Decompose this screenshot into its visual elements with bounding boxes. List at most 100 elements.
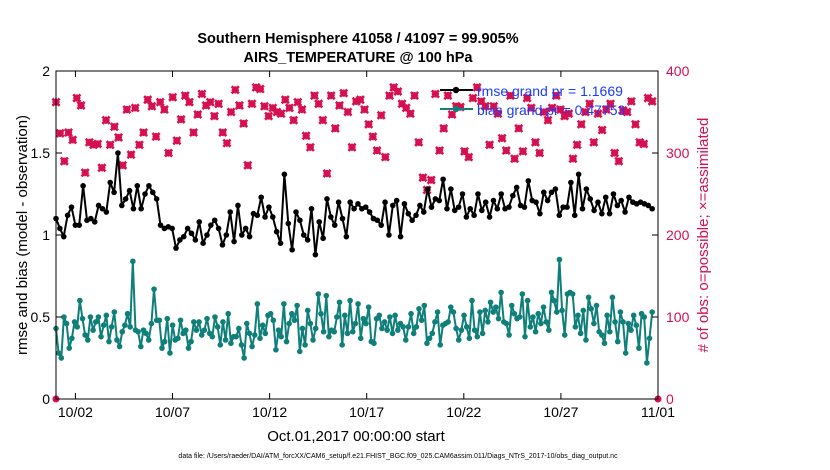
bias-point [466,335,473,342]
bias-point [286,320,292,327]
bias-point [588,306,595,312]
bias-point [548,289,555,296]
rmse-point [459,191,466,197]
assimilated-marker [176,114,186,124]
assimilated-marker [151,132,161,142]
bias-point [609,294,616,301]
bias-point [92,319,99,325]
bias-point [352,320,359,327]
rmse-point [122,196,129,202]
bias-point [130,258,136,265]
bias-point [233,333,239,340]
assimilated-marker [547,103,557,113]
rmse-point [289,246,295,253]
rmse-point [103,209,110,215]
assimilated-marker [439,123,449,133]
bias-point [143,330,149,337]
rmse-point [494,205,501,212]
bias-point [193,327,200,333]
assimilated-marker [255,84,265,94]
rmse-point [68,204,75,210]
bias-point [381,319,388,325]
bias-point [251,332,258,338]
rmse-point [91,219,98,225]
bias-point [532,328,539,335]
assimilated-marker [443,91,453,101]
rmse-point [544,197,551,204]
bias-point [365,304,372,310]
assimilated-marker [164,148,174,158]
assimilated-marker [564,109,574,119]
rmse-point [533,199,539,205]
assimilated-marker [514,123,524,133]
rmse-point [424,186,431,192]
y-axis-label-right: # of obs: o=possible; ×=assimilated [695,118,712,353]
assimilated-marker [139,127,149,138]
bias-point [344,330,351,337]
bias-point [114,337,120,343]
bias-point [612,319,618,325]
bias-point [577,330,584,337]
rmse-point [64,212,71,219]
bias-point [71,319,78,325]
bias-point [646,335,653,342]
y-tick-label-right: 200 [666,227,690,243]
rmse-point [211,217,218,224]
bias-point [379,325,385,332]
assimilated-marker [72,93,82,103]
bias-point [389,330,396,337]
bias-point [363,320,369,327]
y-tick-label-right: 400 [666,63,690,79]
rmse-point [591,207,597,214]
bias-point [349,328,356,335]
rmse-point [471,212,477,219]
bias-point [540,304,547,310]
assimilated-marker [159,105,169,115]
bias-point [402,337,409,343]
bias-point [498,289,504,296]
bias-point [511,310,518,317]
assimilated-marker [626,96,636,106]
assimilated-marker [405,109,415,119]
bias-point [249,343,255,350]
rmse-point [413,212,419,219]
assimilated-marker [218,127,228,138]
assimilated-marker [376,110,386,120]
bias-point [546,327,552,333]
assimilated-marker [93,139,103,149]
rmse-point [285,220,292,227]
rmse-point [88,215,94,222]
bias-point [228,340,234,347]
legend-rmse-label: rmse grand pr = 1.1669 [477,83,623,99]
assimilated-marker [122,105,132,115]
bias-point [275,327,282,333]
bias-point [458,327,465,333]
bias-point [222,337,229,343]
assimilated-marker [622,107,632,117]
bias-point [437,342,444,348]
rmse-point [149,189,156,196]
bias-point [559,307,565,314]
assimilated-marker [284,103,294,113]
bias-point [387,314,393,320]
assimilated-marker [76,100,86,110]
bias-point [477,309,483,315]
bias-point [315,291,322,297]
bias-point [156,317,163,324]
rmse-point [560,204,566,210]
rmse-point [177,237,183,243]
assimilated-marker [109,122,119,132]
rmse-point [277,240,284,246]
assimilated-marker [130,103,140,113]
bias-point [630,312,637,319]
rmse-point [293,209,299,215]
bias-point [196,319,202,325]
rmse-point [475,191,481,197]
bias-point [641,314,648,320]
bias-point [69,335,75,342]
bias-point [243,320,250,327]
rmse-point [200,240,206,246]
chart-title-line2: AIRS_TEMPERATURE @ 100 hPa [243,50,473,66]
plot-area [51,82,662,403]
